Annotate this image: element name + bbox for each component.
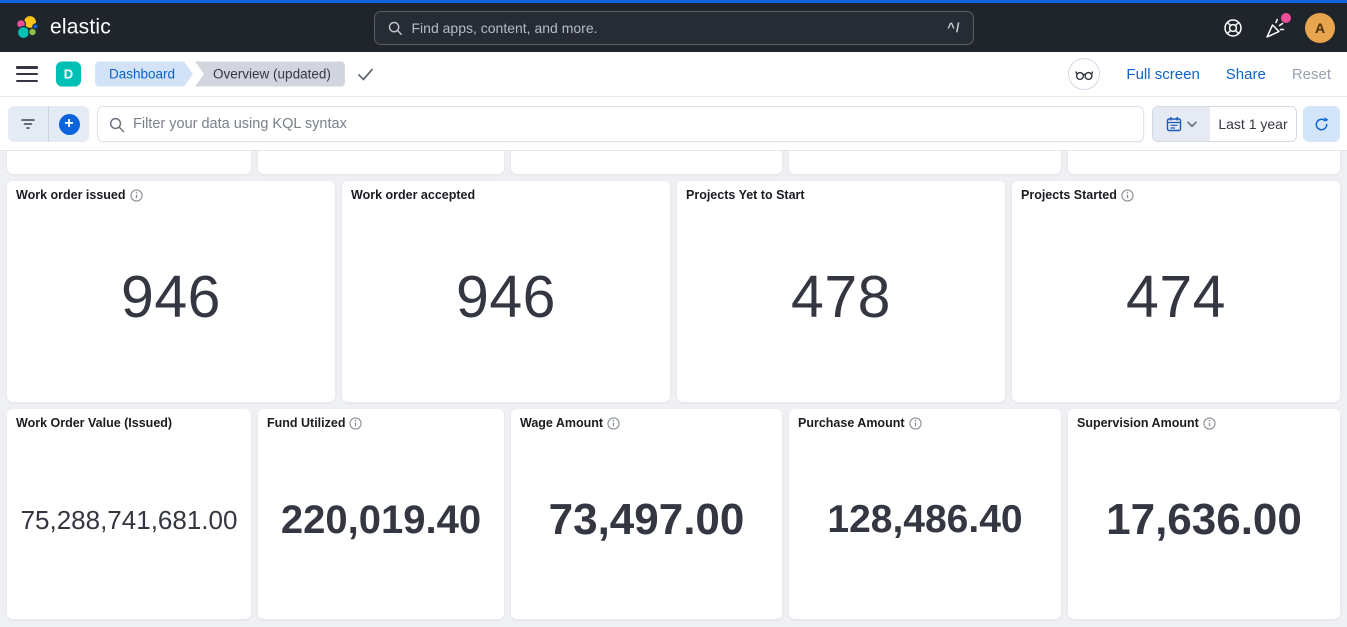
- metric-panel-projects-yet-to-start: Projects Yet to Start 478: [677, 181, 1005, 402]
- info-icon[interactable]: [607, 416, 620, 430]
- partial-panel: [258, 151, 504, 174]
- metric-panel-purchase-amount: Purchase Amount 128,486.40: [789, 409, 1061, 619]
- global-header: elastic ^/: [0, 0, 1347, 52]
- panel-title: Projects Started: [1021, 188, 1117, 202]
- query-bar: + Last 1 year: [0, 97, 1347, 151]
- time-picker-calendar-button[interactable]: [1153, 107, 1210, 141]
- refresh-button[interactable]: [1303, 106, 1340, 142]
- info-icon[interactable]: [908, 416, 922, 430]
- metric-panel-projects-started: Projects Started 474: [1012, 181, 1340, 402]
- metric-row-counts: Work order issued 946 Work order accepte…: [7, 181, 1340, 402]
- partial-panel: [789, 151, 1061, 174]
- full-screen-button[interactable]: Full screen: [1126, 65, 1200, 83]
- panel-title: Work order issued: [16, 188, 126, 202]
- metric-value: 128,486.40: [827, 498, 1023, 541]
- refresh-icon: [1315, 116, 1329, 130]
- metric-value: 946: [121, 263, 221, 330]
- filter-controls: +: [8, 106, 89, 142]
- info-icon[interactable]: [129, 188, 143, 202]
- menu-icon[interactable]: [16, 66, 38, 82]
- metric-value: 75,288,741,681.00: [20, 504, 238, 535]
- metric-value: 220,019.40: [280, 497, 482, 542]
- user-avatar[interactable]: A: [1305, 12, 1335, 43]
- kql-search-icon: [109, 117, 125, 132]
- breadcrumb: Dashboard Overview (updated): [95, 61, 374, 87]
- elastic-logo[interactable]: elastic: [14, 14, 111, 41]
- partial-panel-row: [7, 151, 1340, 174]
- partial-panel: [7, 151, 251, 174]
- time-picker: Last 1 year: [1152, 106, 1297, 142]
- metric-value: 474: [1126, 263, 1226, 330]
- partial-panel: [511, 151, 782, 174]
- metric-panel-work-order-value: Work Order Value (Issued) 75,288,741,681…: [7, 409, 251, 619]
- panel-title: Projects Yet to Start: [686, 188, 805, 202]
- breadcrumb-current-page[interactable]: Overview (updated): [195, 61, 345, 87]
- metric-value: 17,636.00: [1106, 494, 1302, 544]
- metric-value: 73,497.00: [548, 494, 745, 544]
- time-range-label[interactable]: Last 1 year: [1218, 116, 1288, 132]
- panel-title: Work order accepted: [351, 188, 476, 202]
- kql-input[interactable]: [133, 116, 1133, 132]
- partial-panel: [1068, 151, 1340, 174]
- logo-text: elastic: [50, 15, 111, 39]
- info-icon[interactable]: [349, 416, 363, 430]
- panel-title: Wage Amount: [520, 416, 604, 430]
- panel-title: Fund Utilized: [267, 416, 346, 430]
- info-icon[interactable]: [1203, 416, 1216, 430]
- metric-panel-work-order-accepted: Work order accepted 946: [342, 181, 670, 402]
- search-icon: [388, 21, 402, 35]
- filter-list-button[interactable]: [8, 106, 48, 142]
- global-search-input[interactable]: [411, 19, 939, 36]
- space-badge[interactable]: D: [56, 61, 81, 87]
- view-only-glasses-icon[interactable]: [1068, 58, 1101, 90]
- filter-icon: [21, 119, 35, 129]
- reset-button[interactable]: Reset: [1291, 65, 1331, 83]
- calendar-icon: [1166, 117, 1182, 132]
- breadcrumb-dashboard[interactable]: Dashboard: [95, 62, 193, 87]
- elastic-logo-icon: [15, 14, 39, 39]
- metric-panel-supervision-amount: Supervision Amount 17,636.00: [1068, 409, 1340, 619]
- search-shortcut-hint: ^/: [947, 20, 961, 35]
- global-search[interactable]: ^/: [373, 10, 974, 45]
- metric-panel-wage-amount: Wage Amount 73,497.00: [511, 409, 782, 619]
- metric-panel-fund-utilized: Fund Utilized 220,019.40: [258, 409, 504, 619]
- kql-query-bar[interactable]: [97, 106, 1144, 142]
- chevron-down-icon: [1187, 120, 1197, 127]
- newsfeed-icon[interactable]: [1263, 12, 1291, 40]
- add-filter-button[interactable]: +: [48, 106, 89, 142]
- panel-title: Purchase Amount: [798, 416, 905, 430]
- panel-title: Supervision Amount: [1077, 416, 1199, 430]
- panel-title: Work Order Value (Issued): [16, 416, 173, 430]
- metric-value: 478: [791, 263, 891, 330]
- dashboard-viewport: Work order issued 946 Work order accepte…: [0, 151, 1347, 619]
- info-icon[interactable]: [1121, 188, 1134, 202]
- help-icon[interactable]: [1221, 16, 1245, 40]
- metric-row-amounts: Work Order Value (Issued) 75,288,741,681…: [7, 409, 1340, 619]
- metric-panel-work-order-issued: Work order issued 946: [7, 181, 335, 402]
- share-button[interactable]: Share: [1225, 65, 1266, 83]
- nav-bar: D Dashboard Overview (updated) Full scre…: [0, 52, 1347, 97]
- plus-icon: +: [58, 113, 80, 135]
- notification-dot: [1281, 12, 1291, 23]
- metric-value: 946: [456, 263, 556, 330]
- saved-check-icon: [357, 67, 374, 81]
